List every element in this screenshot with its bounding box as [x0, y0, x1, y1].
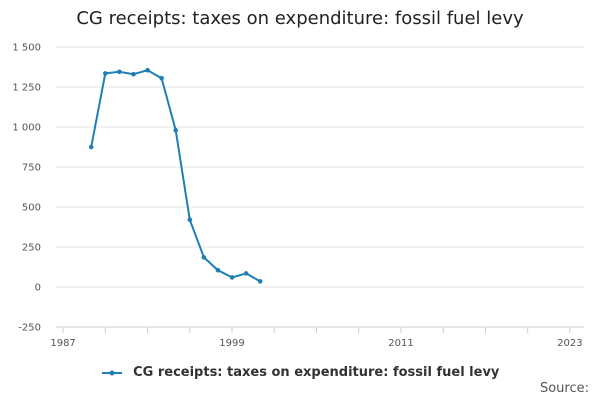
data-point [117, 69, 122, 75]
source-label: Source: [539, 381, 589, 396]
data-point [257, 279, 263, 284]
legend-swatch-icon [101, 370, 122, 375]
y-tick-label: -250 [18, 323, 41, 334]
series-line [90, 69, 261, 283]
data-point [88, 144, 94, 150]
x-tick-label: 1987 [50, 338, 75, 349]
data-point [131, 71, 136, 77]
legend[interactable]: CG receipts: taxes on expenditure: fossi… [0, 365, 600, 380]
y-tick-label: 750 [22, 163, 41, 174]
x-tick-label: 2011 [388, 338, 413, 349]
x-axis: 1987 1999 2011 2023 [50, 326, 584, 349]
data-point [103, 71, 108, 76]
data-point [229, 275, 235, 280]
gridlines [56, 46, 584, 328]
y-tick-label: 1 500 [12, 43, 41, 54]
y-axis: -250 0 250 500 750 1 000 1 250 1 500 [12, 43, 41, 334]
x-tick-label: 2023 [557, 338, 582, 349]
x-tick-label: 1999 [219, 338, 244, 349]
data-point [215, 267, 221, 273]
data-point [201, 255, 207, 260]
data-point [173, 127, 179, 133]
y-tick-label: 1 250 [12, 83, 41, 94]
data-point [159, 75, 164, 81]
chart-title: CG receipts: taxes on expenditure: fossi… [76, 8, 524, 29]
series-layer [88, 67, 263, 284]
y-tick-label: 0 [35, 283, 41, 294]
legend-label: CG receipts: taxes on expenditure: fossi… [133, 365, 500, 380]
data-point [243, 271, 249, 276]
y-tick-label: 250 [22, 243, 41, 254]
data-point [145, 67, 150, 73]
y-tick-label: 1 000 [12, 123, 41, 134]
data-point [187, 217, 193, 223]
y-tick-label: 500 [22, 203, 41, 214]
